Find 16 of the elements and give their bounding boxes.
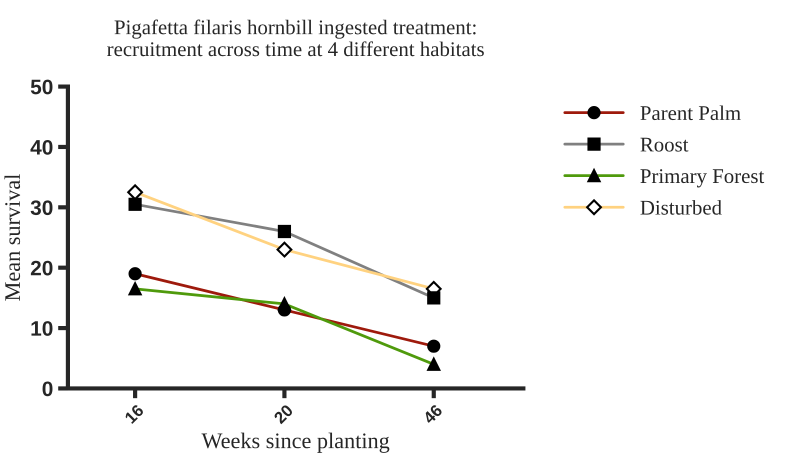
x-axis-title: Weeks since planting bbox=[202, 432, 390, 453]
chart-title: Pigafetta filaris hornbill ingested treatment: recruitment across time at 4 different habitats bbox=[107, 20, 484, 56]
y-axis-title: Mean survival bbox=[4, 174, 20, 301]
y-tick-label: 10 bbox=[31, 321, 52, 336]
legend-label: Disturbed bbox=[640, 200, 722, 215]
x-tick-label: 46 bbox=[422, 404, 444, 425]
y-tick-label: 50 bbox=[30, 80, 52, 94]
x-tick-label: 20 bbox=[273, 404, 294, 424]
y-tick-label: 0 bbox=[42, 381, 52, 396]
y-tick-label: 30 bbox=[30, 200, 52, 216]
y-tick-label: 40 bbox=[30, 140, 52, 155]
y-tick-label: 20 bbox=[30, 260, 52, 276]
x-tick-label: 16 bbox=[124, 404, 144, 424]
legend-label: Parent Palm bbox=[640, 105, 741, 120]
legend-label: Roost bbox=[640, 138, 688, 152]
legend-label: Primary Forest bbox=[640, 169, 764, 188]
